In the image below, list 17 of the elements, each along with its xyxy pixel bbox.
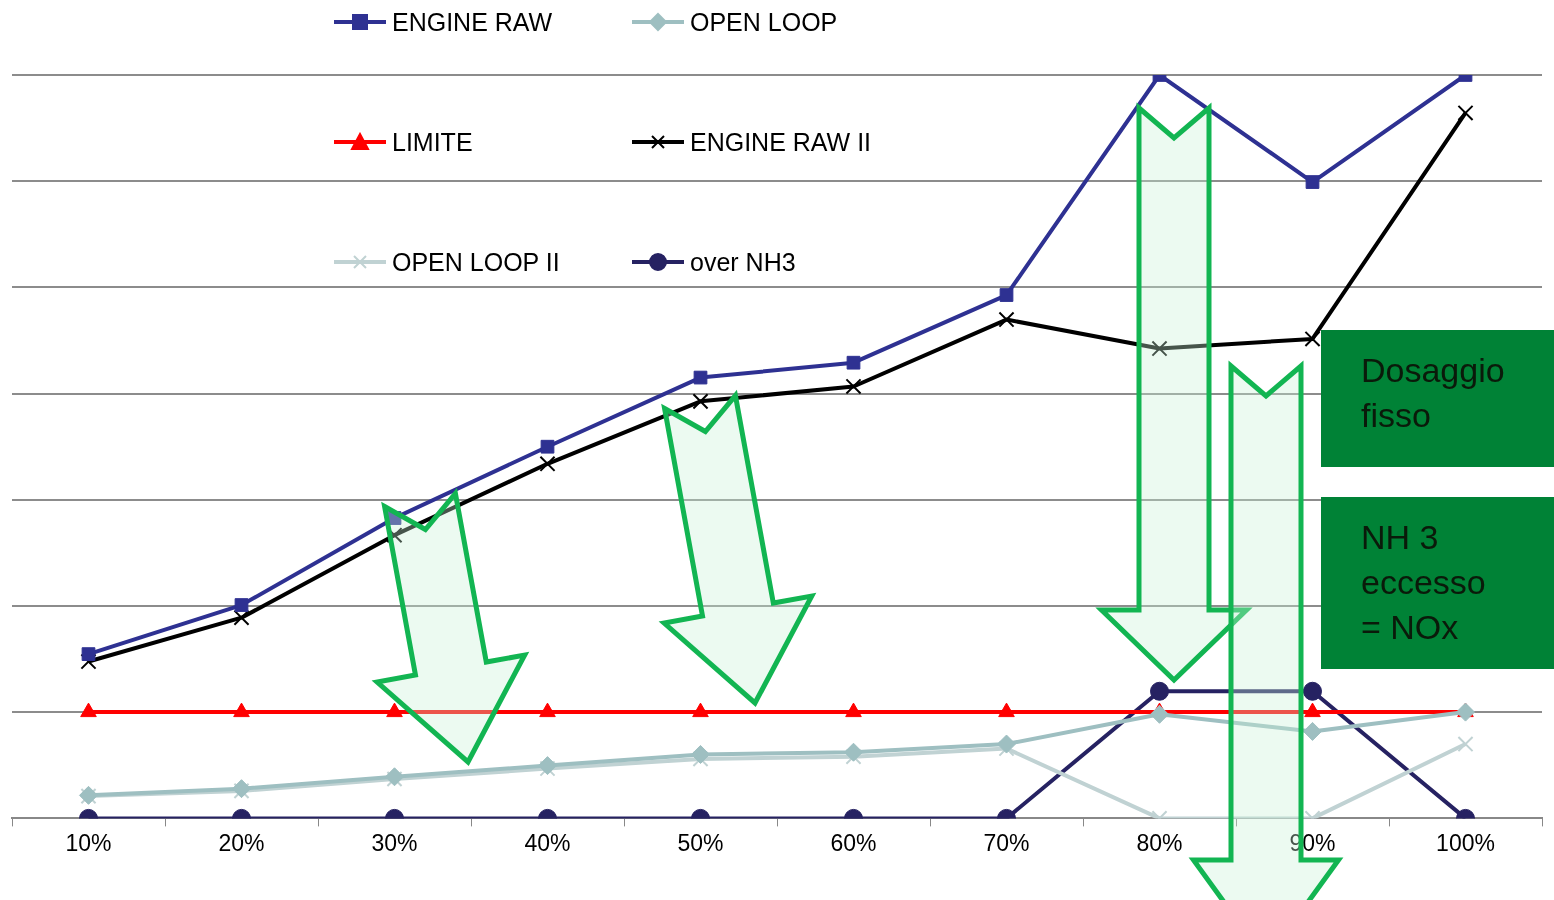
legend-label: ENGINE RAW [392,7,553,37]
x-tick-label: 10% [65,829,112,856]
x-tick-label: 80% [1136,829,1183,856]
x-tick-label: 70% [983,829,1030,856]
x-tick-label: 20% [218,829,265,856]
annotation: Dosaggio fisso [1321,330,1554,467]
x-tick-label: 100% [1436,829,1495,856]
legend-label: ENGINE RAW II [690,127,872,157]
x-tick-label: 30% [371,829,418,856]
x-tick-label: 60% [830,829,877,856]
annotation: NH 3 eccesso = NOx [1321,497,1554,669]
x-tick-label: 50% [677,829,724,856]
legend-label: OPEN LOOP [690,7,838,37]
legend-label: OPEN LOOP II [392,247,560,277]
x-tick-label: 40% [524,829,571,856]
legend-label: over NH3 [690,247,796,277]
legend-label: LIMITE [392,127,473,157]
